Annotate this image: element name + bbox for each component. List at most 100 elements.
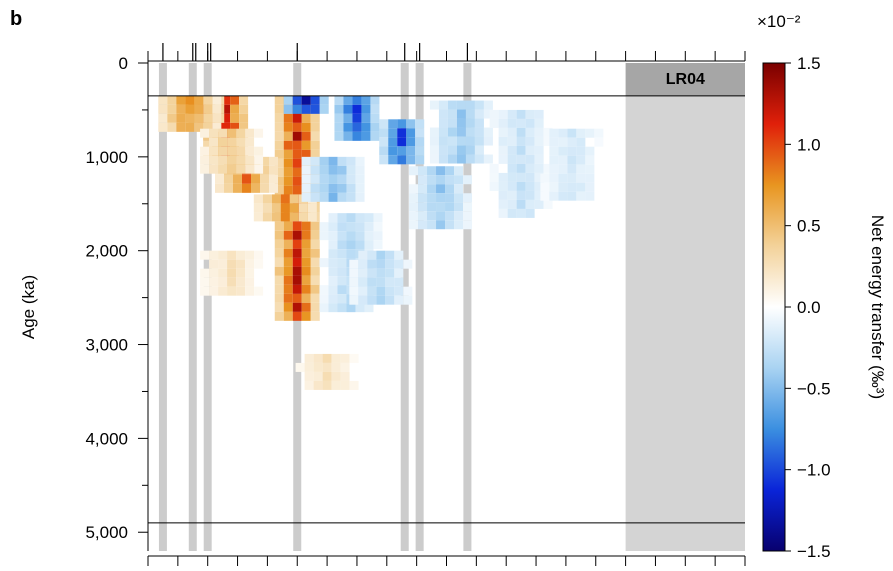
heatmap-cell bbox=[292, 104, 302, 114]
heatmap-cell bbox=[418, 193, 428, 203]
heatmap-cell bbox=[367, 286, 377, 296]
heatmap-cell bbox=[465, 118, 475, 128]
heatmap-cell bbox=[310, 302, 320, 312]
heatmap-cell bbox=[218, 164, 228, 174]
heatmap-cell bbox=[260, 174, 270, 184]
heatmap-cell bbox=[373, 240, 383, 250]
heatmap-cell bbox=[507, 181, 517, 191]
heatmap-cell bbox=[364, 240, 374, 250]
heatmap-cell bbox=[292, 311, 302, 321]
heatmap-cell bbox=[319, 174, 329, 184]
heatmap-cell bbox=[203, 122, 213, 132]
heatmap-cell bbox=[283, 131, 293, 141]
heatmap-cell bbox=[274, 284, 284, 294]
heatmap-cell bbox=[585, 173, 595, 183]
heatmap-cell bbox=[409, 193, 419, 203]
heatmap-cell bbox=[525, 109, 535, 119]
heatmap-cell bbox=[516, 181, 526, 191]
heatmap-cell bbox=[361, 95, 371, 105]
heatmap-cell bbox=[245, 164, 255, 174]
heatmap-cell bbox=[594, 137, 604, 147]
heatmap-cell bbox=[340, 353, 350, 363]
heatmap-cell bbox=[534, 118, 544, 128]
heatmap-cell bbox=[301, 239, 311, 249]
heatmap-cell bbox=[185, 113, 195, 123]
heatmap-cell bbox=[239, 122, 249, 132]
heatmap-cell bbox=[319, 104, 329, 114]
heatmap-cell bbox=[185, 104, 195, 114]
heatmap-cell bbox=[230, 95, 240, 105]
heatmap-cell bbox=[331, 362, 341, 372]
heatmap-cell bbox=[310, 266, 320, 276]
heatmap-cell bbox=[310, 95, 320, 105]
heatmap-cell bbox=[167, 113, 177, 123]
heatmap-cell bbox=[489, 163, 499, 173]
heatmap-cell bbox=[215, 174, 225, 184]
heatmap-cell bbox=[200, 268, 210, 278]
heatmap-cell bbox=[274, 239, 284, 249]
heatmap-cell bbox=[301, 183, 311, 193]
heatmap-cell bbox=[328, 165, 338, 175]
heatmap-cell bbox=[549, 155, 559, 165]
heatmap-cell bbox=[337, 249, 347, 259]
heatmap-cell bbox=[194, 95, 204, 105]
heatmap-cell bbox=[245, 155, 255, 165]
heatmap-cell bbox=[567, 155, 577, 165]
heatmap-cell bbox=[349, 380, 359, 390]
heatmap-cell bbox=[456, 145, 466, 155]
heatmap-cell bbox=[274, 140, 284, 150]
heatmap-cell bbox=[239, 95, 249, 105]
heatmap-cell bbox=[498, 208, 508, 218]
heatmap-cell bbox=[245, 268, 255, 278]
heatmap-cell bbox=[301, 156, 311, 166]
heatmap-cell bbox=[358, 259, 368, 269]
heatmap-cell bbox=[355, 156, 365, 166]
heatmap-cell bbox=[507, 208, 517, 218]
heatmap-cell bbox=[313, 353, 323, 363]
heatmap-cell bbox=[549, 137, 559, 147]
heatmap-cell bbox=[361, 131, 371, 141]
heatmap-cell bbox=[319, 222, 329, 232]
heatmap-cell bbox=[534, 172, 544, 182]
heatmap-cell bbox=[516, 172, 526, 182]
heatmap-cell bbox=[301, 149, 311, 159]
heatmap-cell bbox=[394, 268, 404, 278]
heatmap-cell bbox=[498, 199, 508, 209]
heatmap-cell bbox=[337, 222, 347, 232]
heatmap-cell bbox=[355, 192, 365, 202]
heatmap-cell bbox=[346, 231, 356, 241]
heatmap-cell bbox=[525, 181, 535, 191]
colorbar-tick-label: 0.5 bbox=[797, 217, 821, 236]
heatmap-cell bbox=[236, 146, 246, 156]
heatmap-cell bbox=[474, 136, 484, 146]
band-label: LR04 bbox=[666, 71, 705, 88]
heatmap-cell bbox=[212, 122, 222, 132]
heatmap-cell bbox=[465, 127, 475, 137]
heatmap-cell bbox=[558, 155, 568, 165]
heatmap-cell bbox=[283, 158, 293, 168]
heatmap-cell bbox=[274, 257, 284, 267]
heatmap-cell bbox=[585, 164, 595, 174]
heatmap-cell bbox=[310, 293, 320, 303]
heatmap-cell bbox=[200, 277, 210, 287]
heatmap-cell bbox=[319, 231, 329, 241]
heatmap-cell bbox=[224, 183, 234, 193]
heatmap-cell bbox=[167, 122, 177, 132]
heatmap-cell bbox=[319, 258, 329, 268]
heatmap-cell bbox=[260, 165, 270, 175]
heatmap-cell bbox=[438, 136, 448, 146]
heatmap-cell bbox=[301, 165, 311, 175]
heatmap-cell bbox=[328, 276, 338, 286]
heatmap-cell bbox=[558, 137, 568, 147]
gray-column bbox=[463, 63, 472, 551]
heatmap-cell bbox=[376, 259, 386, 269]
heatmap-cell bbox=[274, 113, 284, 123]
lr04-band bbox=[625, 63, 745, 551]
heatmap-cell bbox=[418, 184, 428, 194]
heatmap-cell bbox=[367, 268, 377, 278]
heatmap-cell bbox=[406, 119, 416, 129]
heatmap-cell bbox=[158, 113, 168, 123]
heatmap-cell bbox=[301, 131, 311, 141]
heatmap-cell bbox=[245, 259, 255, 269]
